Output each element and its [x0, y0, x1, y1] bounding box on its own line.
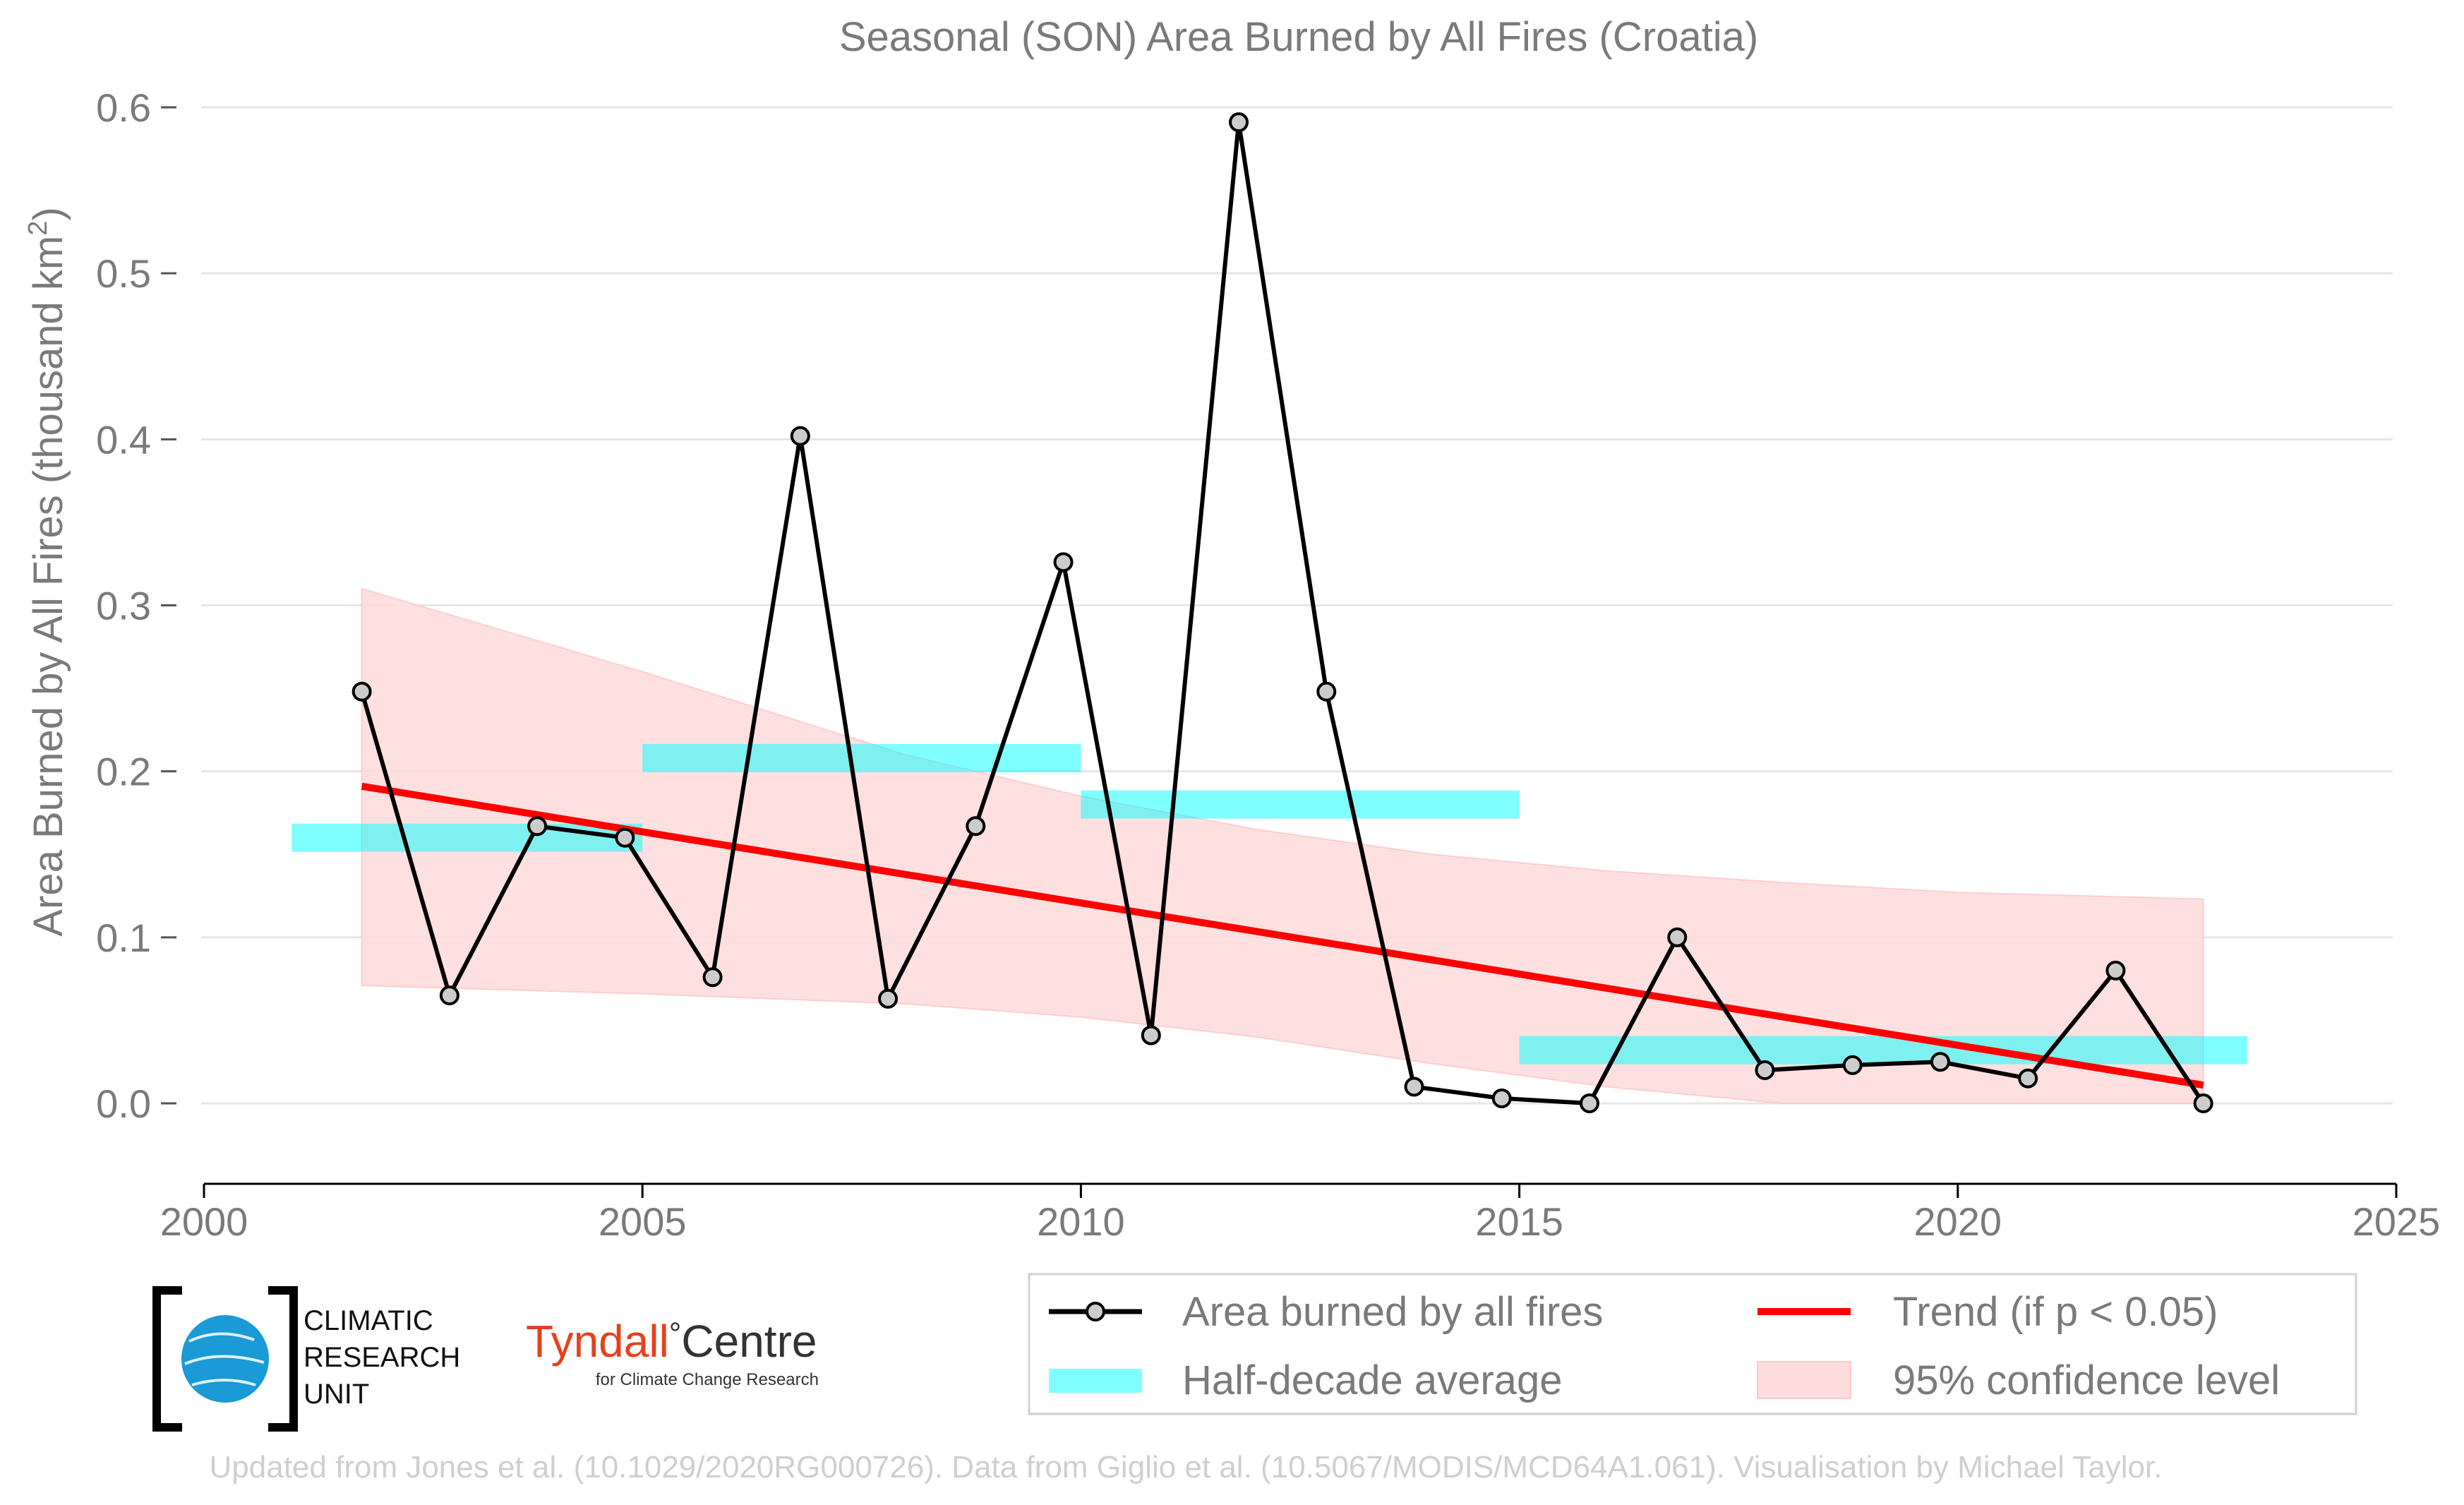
- y-axis-label: Area Burned by All Fires (thousand km2): [23, 207, 71, 936]
- data-point-17: [1842, 1055, 1863, 1075]
- tyndall-word: Tyndall: [526, 1316, 669, 1367]
- tyndall-degree: °: [669, 1317, 682, 1351]
- data-point-20: [2105, 960, 2126, 981]
- x-axis: 2000 2005 2010 2015 2020 2025: [160, 1182, 2441, 1244]
- data-point-12: [1404, 1077, 1424, 1097]
- data-point-6: [878, 988, 899, 1009]
- data-point-14: [1579, 1093, 1599, 1113]
- x-tick-label-2: 2010: [1037, 1199, 1125, 1244]
- x-tick-label-5: 2025: [2352, 1199, 2441, 1244]
- y-tick-label-4: 0.4: [96, 417, 151, 462]
- series-line-0: [359, 120, 2206, 1105]
- trend-layer: [361, 782, 2204, 1089]
- y-axis-label-tail: ): [25, 207, 71, 220]
- tyndall-centre-word: Centre: [681, 1316, 817, 1367]
- data-point-18: [1930, 1052, 1950, 1072]
- legend-area-marker: [1086, 1302, 1105, 1321]
- legend-confidence-label: 95% confidence level: [1893, 1357, 2280, 1403]
- y-axis-ticks: 0.0 0.1 0.2 0.3 0.4 0.5 0.6: [96, 85, 176, 1126]
- data-point-21: [2193, 1093, 2213, 1113]
- x-tick-label-4: 2020: [1914, 1199, 2002, 1244]
- tyndall-subtitle: for Climate Change Research: [596, 1370, 819, 1389]
- data-point-9: [1141, 1025, 1161, 1045]
- data-point-1: [439, 985, 459, 1006]
- data-point-2: [527, 816, 548, 837]
- half-decade-average-layer: [292, 743, 2247, 1065]
- legend: Area burned by all fires Half-decade ave…: [1028, 1273, 2357, 1415]
- legend-trend-label: Trend (if p < 0.05): [1893, 1289, 2218, 1335]
- cru-name-line-2: RESEARCH: [304, 1342, 460, 1373]
- y-axis-label-main: Area Burned by All Fires (thousand km: [25, 236, 71, 937]
- data-point-19: [2018, 1068, 2038, 1089]
- cru-globe-swirl: [184, 1332, 265, 1386]
- half-decade-bar-0: [292, 823, 643, 852]
- x-tick-label-1: 2005: [599, 1199, 687, 1244]
- x-tick-label-0: 2000: [160, 1199, 248, 1244]
- legend-half-decade-label: Half-decade average: [1182, 1357, 1562, 1403]
- data-point-5: [790, 426, 810, 446]
- y-axis-label-superscript: 2: [23, 221, 53, 236]
- data-point-4: [702, 967, 723, 988]
- cru-logo-bracket-right: [268, 1286, 298, 1432]
- cru-name-line-1: CLIMATIC: [304, 1305, 433, 1336]
- y-tick-label-1: 0.1: [96, 916, 151, 960]
- y-tick-label-2: 0.2: [96, 750, 151, 794]
- data-point-3: [615, 827, 635, 848]
- x-tick-label-3: 2015: [1475, 1199, 1563, 1244]
- data-point-8: [1053, 552, 1074, 572]
- tyndall-name: Tyndall°Centre: [526, 1316, 817, 1367]
- legend-frame: [1028, 1273, 2357, 1415]
- y-tick-label-6: 0.6: [96, 85, 151, 130]
- cru-name-line-3: UNIT: [304, 1379, 369, 1410]
- legend-half-decade-swatch: [1049, 1369, 1142, 1393]
- half-decade-bar-3: [1519, 1036, 2247, 1065]
- data-point-7: [966, 816, 986, 837]
- y-tick-label-3: 0.3: [96, 584, 151, 628]
- data-point-15: [1667, 927, 1688, 947]
- legend-confidence-swatch: [1757, 1361, 1851, 1399]
- data-point-16: [1755, 1060, 1775, 1080]
- data-point-0: [351, 681, 372, 702]
- y-tick-label-0: 0.0: [96, 1081, 151, 1126]
- tyndall-logo: Tyndall°Centre for Climate Change Resear…: [526, 1316, 819, 1389]
- trend-line: [361, 782, 2204, 1089]
- data-point-13: [1491, 1088, 1512, 1108]
- legend-area-label: Area burned by all fires: [1182, 1289, 1603, 1335]
- half-decade-bar-2: [1081, 790, 1520, 819]
- half-decade-bar-1: [642, 743, 1081, 772]
- chart-title: Seasonal (SON) Area Burned by All Fires …: [839, 14, 1758, 60]
- y-tick-label-5: 0.5: [96, 251, 151, 296]
- footer-credit: Updated from Jones et al. (10.1029/2020R…: [210, 1450, 2163, 1485]
- data-point-10: [1229, 112, 1249, 133]
- cru-logo-bracket-left: [152, 1286, 182, 1432]
- data-point-11: [1316, 681, 1337, 702]
- area-burned-series-layer: [351, 112, 2213, 1113]
- cru-logo: CLIMATIC RESEARCH UNIT: [152, 1286, 460, 1432]
